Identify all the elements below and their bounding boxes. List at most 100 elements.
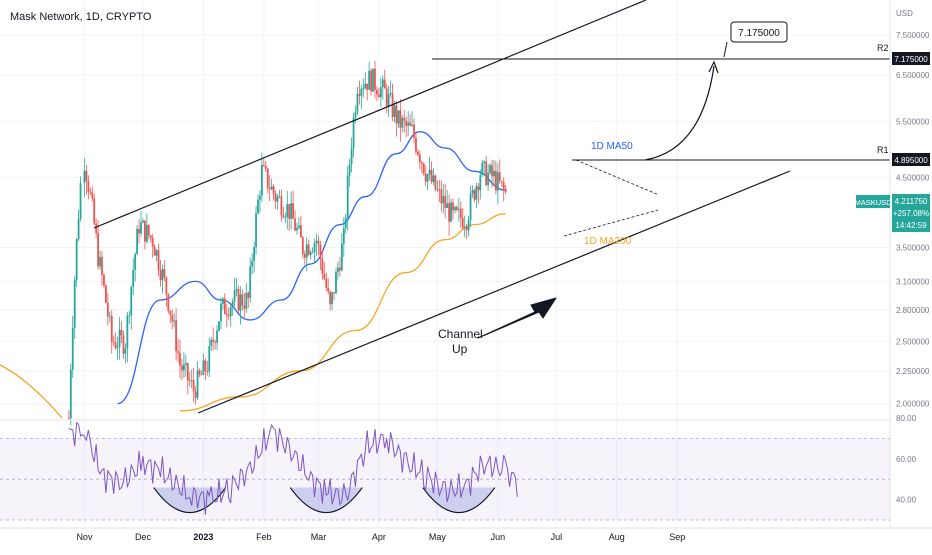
candle-body [274,193,277,202]
candle-body [231,301,234,307]
candle-body [251,260,254,267]
candle-body [101,256,103,276]
candle-body [118,329,121,348]
candle-body [381,79,384,88]
candle-body [448,203,450,222]
candle-body [477,186,480,191]
r2-price-tag [892,52,930,65]
r1-price-tag [892,153,930,166]
symbol-tag [856,195,890,208]
price-tick-label: 2.800000 [896,306,930,315]
candle-body [247,292,250,298]
candle-body [307,244,310,255]
candle-body [500,181,503,182]
time-tick-label: Feb [256,532,272,542]
candle-body [79,183,82,220]
candle-body [132,269,135,287]
currency-label: USD [896,9,913,18]
candle-body [374,68,376,90]
candle-body [196,370,199,398]
price-tick-label: 2.000000 [896,400,930,409]
target-callout-box [730,21,788,43]
candle-body [376,89,378,95]
candle-body [91,192,94,199]
candle-body [153,246,156,256]
candle-body [235,289,238,291]
last-price-change: +257.08% [893,209,929,218]
candle-body [428,169,431,175]
candle-body [426,174,429,182]
candle-body [151,237,154,247]
candle-body [259,195,261,200]
candle-body [504,189,507,193]
candle-body [446,203,449,208]
candle-body [463,226,466,228]
candle-body [128,315,131,317]
ma200-stub [0,364,63,419]
candle-body [303,254,306,258]
candle-body [502,181,505,190]
candle-body [485,161,488,185]
candle-body [278,196,281,198]
candle-body [415,137,417,152]
candle-body [360,88,363,96]
candle-body [440,189,443,204]
candle-body [368,70,371,90]
rsi-oversold-arc [289,487,363,513]
candle-body [255,213,257,248]
candle-body [442,196,445,204]
candle-body [181,365,183,371]
candle-body [339,267,341,271]
candle-body [227,315,230,317]
price-tick-label: 3.100000 [896,277,930,286]
candle-body [399,110,402,128]
candle-body [352,117,355,149]
ma50-line [117,131,506,405]
candle-body [245,292,248,309]
candle-body [413,124,415,138]
candle-body [73,279,76,328]
candle-body [407,122,410,126]
candle-body [403,117,406,121]
candle-body [325,278,328,289]
candle-body [163,269,166,278]
candle-body [452,202,454,211]
candle-body [103,275,105,286]
candle-body [229,306,232,317]
candle-body [71,327,74,370]
time-tick-label: Nov [76,532,93,542]
candle-body [436,189,439,191]
candle-body [171,314,174,322]
candle-body [378,94,380,98]
candle-body [340,243,343,271]
price-tick-label: 3.500000 [896,244,930,253]
candle-body [208,346,211,372]
time-tick-label: Sep [669,532,685,542]
candle-body [155,250,158,256]
candle-body [99,256,101,267]
candle-body [337,267,339,272]
candle-body [444,196,447,208]
rsi-oversold-arc [153,487,227,513]
time-tick-label: Jul [551,532,563,542]
candle-body [418,154,421,163]
candle-body [294,218,296,231]
candle-body [110,316,113,342]
ma200-label: 1D MA200 [584,236,632,247]
candle-body [177,351,179,353]
candle-body [335,271,337,294]
candle-body [321,258,324,274]
candle-body [305,244,308,258]
candle-body [144,220,146,242]
candle-body [296,227,298,231]
candle-body [239,294,242,311]
candle-body [95,223,98,233]
candle-body [315,240,318,244]
candle-body [311,251,314,253]
channel-label-line1: Channel [438,327,483,341]
candle-body [264,165,267,169]
candle-body [387,94,390,106]
candle-body [358,94,361,96]
last-price-tag [892,194,930,232]
